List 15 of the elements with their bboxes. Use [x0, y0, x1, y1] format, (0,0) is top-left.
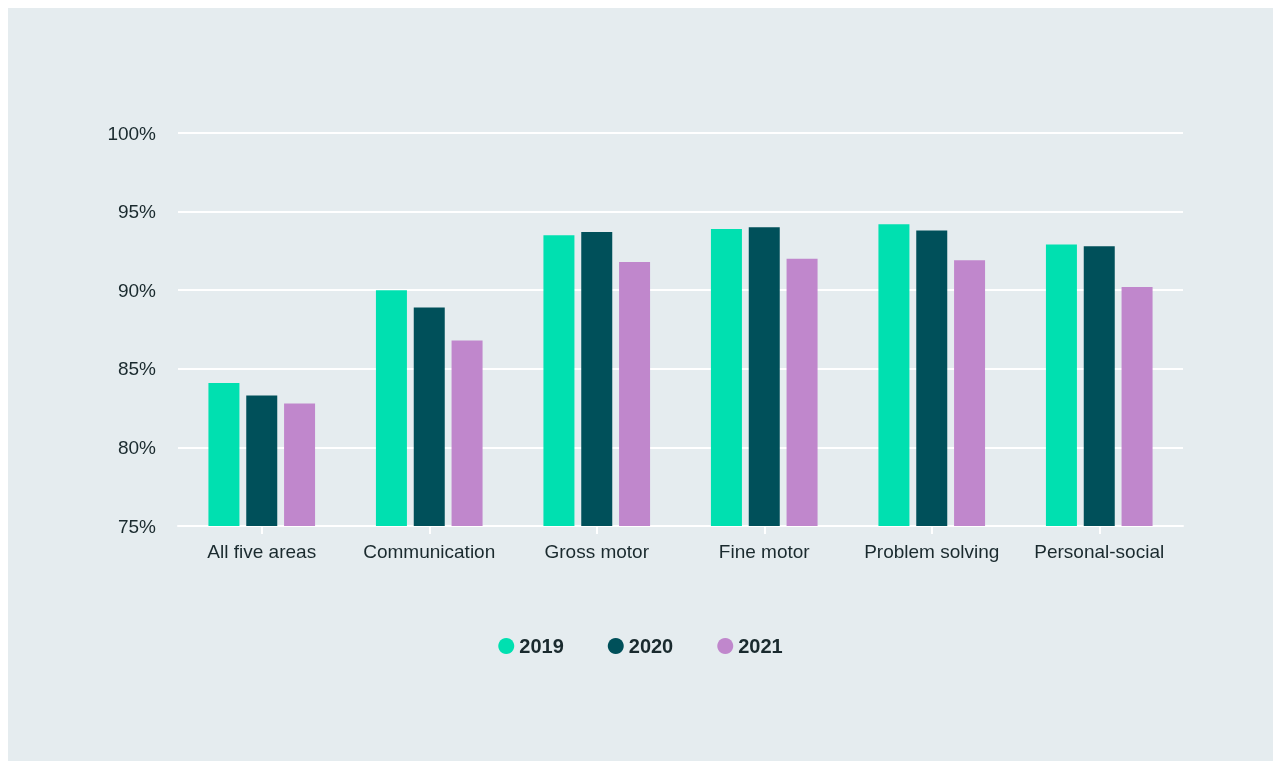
legend-label: 2021 — [738, 635, 783, 657]
x-tick-label: All five areas — [207, 541, 317, 562]
legend-label: 2019 — [519, 635, 564, 657]
y-tick-label: 80% — [117, 436, 157, 458]
y-tick-label: 95% — [117, 201, 157, 223]
legend-label: 2020 — [628, 635, 674, 657]
x-tick-label: Personal-social — [1034, 541, 1165, 562]
y-tick-label: 100% — [107, 122, 157, 144]
y-tick-label: 75% — [117, 515, 157, 537]
x-tick-label: Communication — [363, 541, 496, 562]
x-tick-label: Gross motor — [544, 541, 650, 562]
y-tick-label: 85% — [117, 358, 157, 380]
x-tick-label: Fine motor — [718, 541, 811, 562]
y-tick-label: 90% — [117, 279, 157, 301]
x-tick-label: Problem solving — [864, 541, 1000, 562]
